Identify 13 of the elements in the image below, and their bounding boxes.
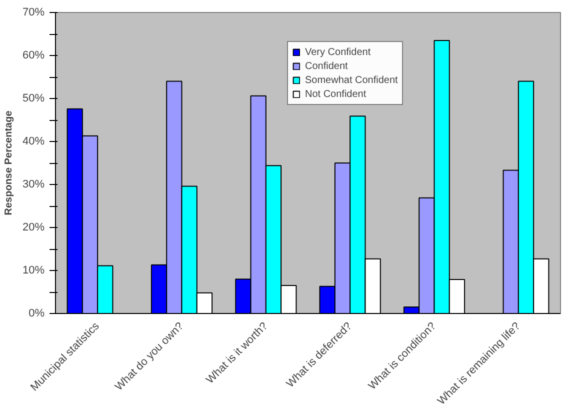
y-tick-label: 0% (28, 308, 45, 320)
y-tick-label: 70% (22, 6, 45, 18)
legend-label: Somewhat Confident (305, 74, 398, 86)
y-tick-label: 20% (22, 222, 45, 234)
y-axis-title: Response Percentage (3, 110, 14, 216)
y-tick-label: 10% (22, 264, 45, 276)
y-tick-label: 30% (22, 178, 45, 190)
y-tick-label: 50% (22, 92, 45, 104)
legend-label: Not Confident (305, 88, 366, 100)
legend-label: Very Confident (305, 46, 371, 58)
y-tick-label: 60% (22, 50, 45, 62)
y-tick-label: 40% (22, 136, 45, 148)
legend-label: Confident (305, 60, 348, 72)
